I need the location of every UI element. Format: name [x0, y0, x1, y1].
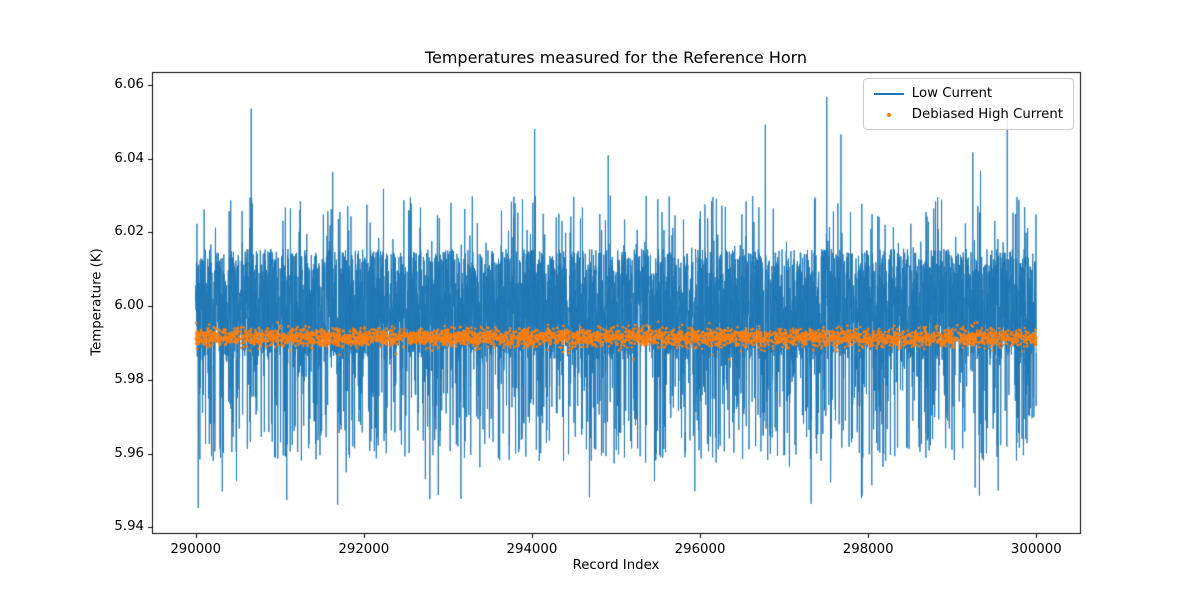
y-tick-label: 6.00 — [114, 298, 144, 314]
y-tick-label: 6.06 — [114, 76, 144, 92]
legend-item-low-current: Low Current — [873, 86, 1063, 101]
debiased-high-current-marker-sample — [874, 108, 904, 122]
y-tick-label: 5.98 — [114, 371, 144, 387]
y-tick-label: 6.02 — [114, 224, 144, 240]
legend: Low Current Debiased High Current — [862, 78, 1074, 130]
chart-title: Temperatures measured for the Reference … — [424, 48, 808, 67]
legend-label-debiased-high-current: Debiased High Current — [911, 107, 1063, 122]
x-tick-label: 296000 — [674, 542, 726, 557]
y-tick-label: 5.96 — [114, 445, 144, 461]
x-tick-label: 298000 — [842, 542, 894, 557]
low-current-line-sample — [873, 87, 904, 101]
x-tick-label: 290000 — [170, 542, 222, 557]
legend-label-low-current: Low Current — [911, 86, 993, 101]
y-tick-label: 6.04 — [114, 150, 144, 166]
x-tick-label: 292000 — [338, 542, 390, 557]
x-tick-label: 294000 — [506, 542, 558, 557]
dot-marker-icon — [886, 112, 891, 117]
line-sample-icon — [873, 92, 904, 95]
x-axis-label: Record Index — [572, 558, 660, 573]
y-tick-label: 5.94 — [114, 519, 144, 535]
x-tick-label: 300000 — [1010, 542, 1062, 557]
legend-item-debiased-high-current: Debiased High Current — [874, 107, 1063, 122]
